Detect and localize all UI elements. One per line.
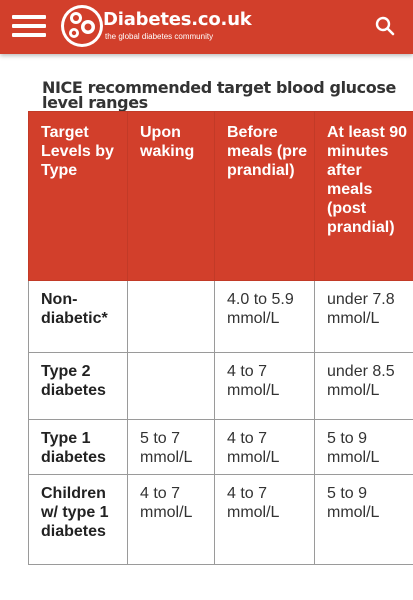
blood-glucose-table: Target Levels by Type Upon waking Before… [28,111,413,565]
hamburger-menu-icon[interactable] [12,15,46,37]
table-row: Type 2 diabetes 4 to 7 mmol/L under 8.5 … [28,352,413,420]
site-header: Diabetes.co.uk the global diabetes commu… [0,0,413,54]
table-row: Children w/ type 1 diabetes 4 to 7 mmol/… [28,474,413,565]
row-header-cell: Type 2 diabetes [28,352,128,420]
table-heading: NICE recommended target blood glucose le… [42,77,396,112]
table-header-row: Target Levels by Type Upon waking Before… [28,111,413,281]
table-cell: 5 to 9 mmol/L [314,474,413,565]
column-header: Target Levels by Type [28,111,128,281]
table-cell: 4.0 to 5.9 mmol/L [214,280,315,353]
table-cell: 5 to 9 mmol/L [314,419,413,475]
table-cell [127,352,215,420]
table-cell: under 8.5 mmol/L [314,352,413,420]
table-cell: 5 to 7 mmol/L [127,419,215,475]
table-row: Non-diabetic* 4.0 to 5.9 mmol/L under 7.… [28,280,413,353]
column-header: Before meals (pre prandial) [214,111,315,281]
table-cell: 4 to 7 mmol/L [127,474,215,565]
site-logo[interactable]: Diabetes.co.uk the global diabetes commu… [60,4,260,48]
table-cell: 4 to 7 mmol/L [214,419,315,475]
table-cell: 4 to 7 mmol/L [214,352,315,420]
search-icon[interactable] [373,14,397,38]
logo-icon [61,5,103,47]
table-row: Type 1 diabetes 5 to 7 mmol/L 4 to 7 mmo… [28,419,413,475]
site-name: Diabetes.co.uk [103,9,252,30]
row-header-cell: Children w/ type 1 diabetes [28,474,128,565]
table-cell [127,280,215,353]
table-cell: under 7.8 mmol/L [314,280,413,353]
column-header: Upon waking [127,111,215,281]
table-cell: 4 to 7 mmol/L [214,474,315,565]
row-header-cell: Non-diabetic* [28,280,128,353]
site-tagline: the global diabetes community [105,32,214,41]
row-header-cell: Type 1 diabetes [28,419,128,475]
column-header: At least 90 minutes after meals (post pr… [314,111,413,281]
